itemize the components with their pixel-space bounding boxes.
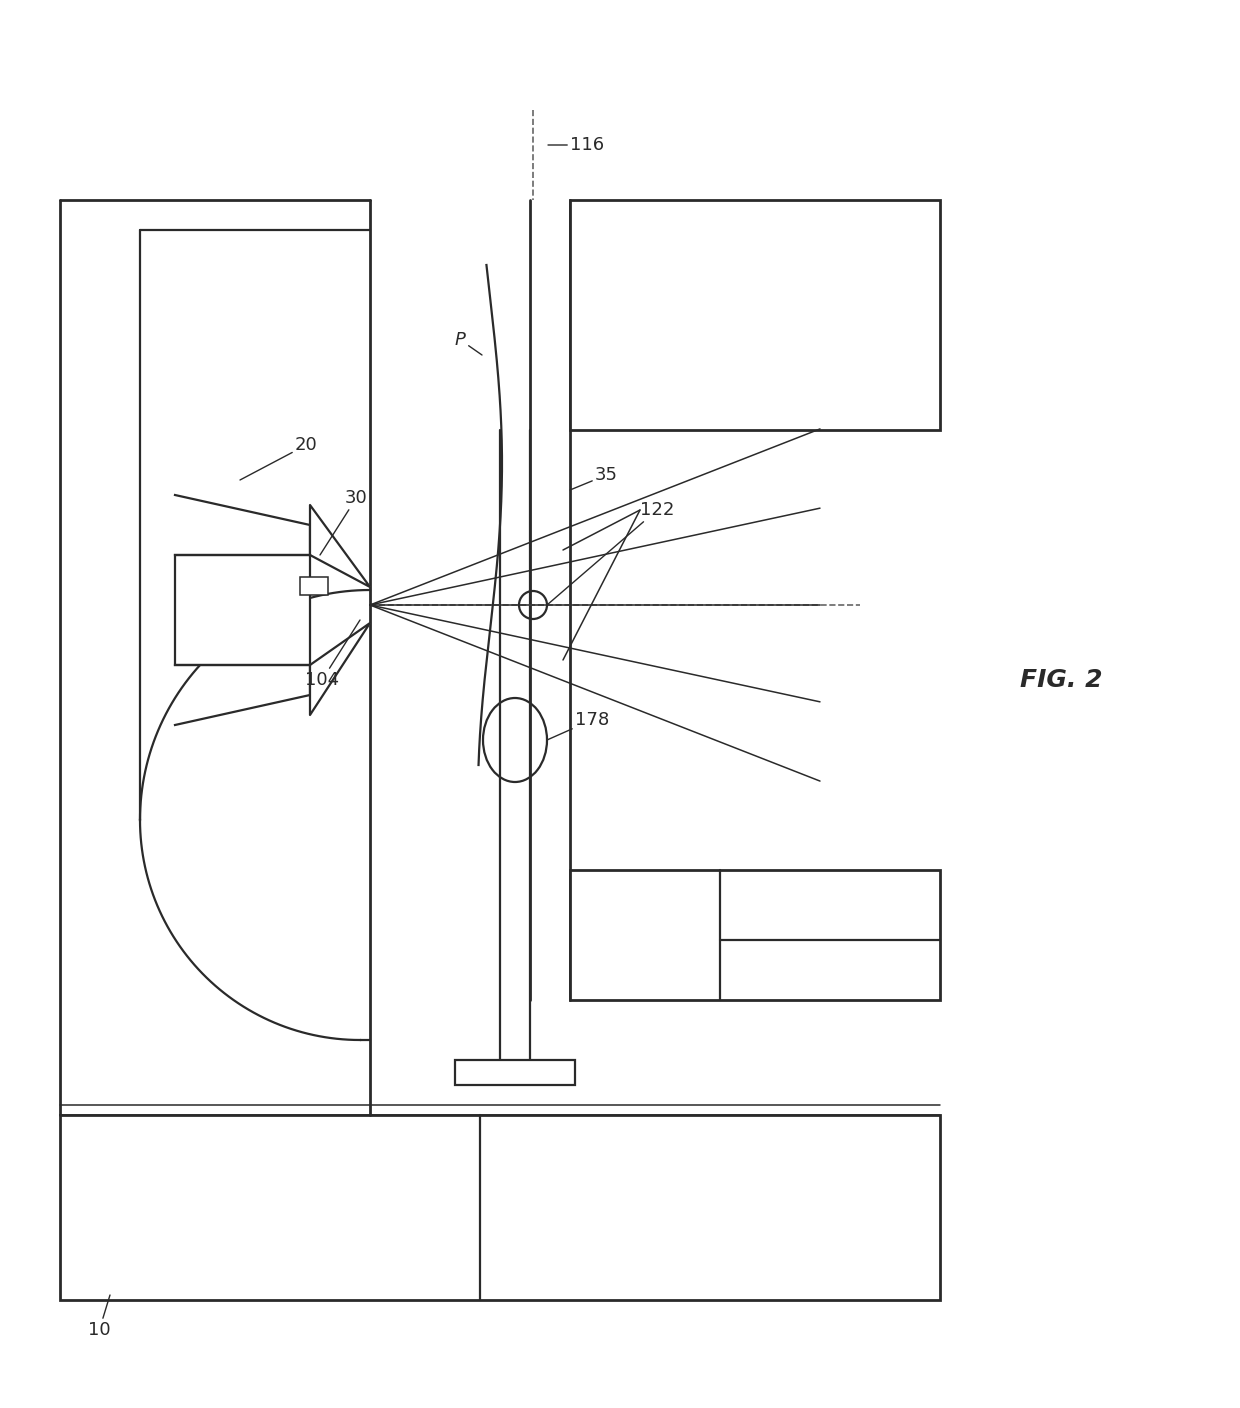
- Bar: [570, 870, 940, 1000]
- Text: 10: 10: [88, 1295, 110, 1339]
- Bar: [570, 200, 940, 429]
- Text: 35: 35: [570, 466, 618, 490]
- Bar: [300, 577, 329, 596]
- Bar: [60, 1115, 940, 1300]
- Polygon shape: [310, 505, 370, 587]
- Polygon shape: [310, 622, 370, 715]
- Text: 122: 122: [547, 501, 675, 605]
- Text: 30: 30: [320, 489, 368, 555]
- Text: P: P: [455, 331, 482, 355]
- Text: 178: 178: [547, 711, 609, 741]
- Bar: [455, 1060, 575, 1086]
- Text: FIG. 2: FIG. 2: [1021, 667, 1102, 691]
- Text: 116: 116: [548, 137, 604, 153]
- Text: 104: 104: [305, 620, 360, 689]
- Text: 20: 20: [241, 436, 317, 480]
- Bar: [175, 555, 310, 665]
